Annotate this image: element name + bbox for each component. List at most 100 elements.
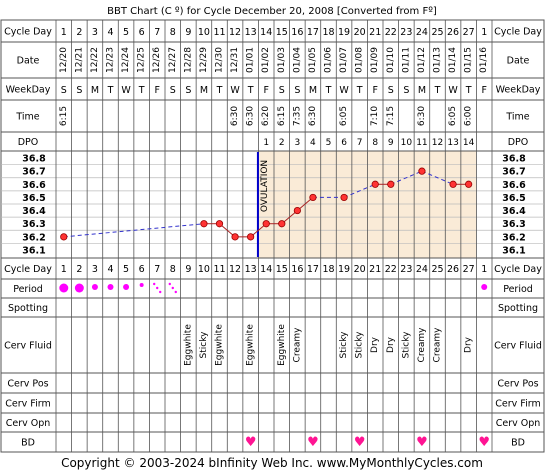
cerv-fluid-label: Eggwhite [277,324,287,366]
cycle-day-number: 13 [245,264,257,275]
date-label: 01/01 [246,47,256,73]
weekday-label: M [91,85,99,96]
temp-line-gap [421,170,454,185]
cycle-day-number: 1 [61,264,67,275]
cycle-day-number: 16 [291,264,303,275]
period-spot [156,286,159,290]
weekday-label: F [481,85,486,96]
weekday-label: T [247,85,254,96]
weekday-label: W [339,85,349,96]
cerv-fluid-label: Creamy [417,327,427,363]
weekday-label: F [154,85,159,96]
cycle-day-number: 7 [154,264,160,275]
cerv-fluid-label: Eggwhite [183,324,193,366]
row-label-cerv-pos: Cerv Pos [7,379,48,390]
cycle-day-number: 3 [92,264,98,275]
cycle-day-number: 9 [185,264,191,275]
cycle-day-number: 18 [322,27,334,38]
period-dot [91,284,98,290]
weekday-label: S [279,85,285,96]
time-label: 6:30 [246,106,256,126]
date-label: 12/22 [90,47,100,73]
cycle-day-number: 8 [170,27,176,38]
row-label-weekday: WeekDay [6,85,51,96]
time-label: 7:10 [370,106,380,126]
cycle-day-number: 24 [416,264,428,275]
row-label-spotting: Spotting [8,303,48,314]
cycle-day-number: 16 [291,27,303,38]
temp-point [231,233,239,241]
dpo-label: 13 [447,138,458,148]
y-tick-label: 36.2 [502,232,525,243]
weekday-label: W [230,85,240,96]
cycle-day-number: 10 [198,27,210,38]
cerv-fluid-label: Sticky [199,331,209,359]
time-label: 6:05 [339,106,349,126]
cycle-day-number: 14 [260,27,272,38]
date-label: 01/08 [355,47,365,73]
cerv-fluid-label: Sticky [355,331,365,359]
cerv-fluid-label: Creamy [292,327,302,363]
cycle-day-number: 13 [245,27,257,38]
period-spot [171,286,174,290]
cerv-fluid-label: Dry [370,336,380,353]
cycle-day-number: 25 [431,27,443,38]
weekday-label: T [356,85,363,96]
row-label-right-bd: BD [511,438,525,449]
period-dot [74,283,84,293]
cycle-day-number: 12 [229,264,241,275]
cerv-fluid-label: Sticky [401,331,411,359]
date-label: 01/10 [386,47,396,73]
period-spot [168,282,171,286]
row-label-cerv-firm: Cerv Firm [5,399,50,410]
row-label-period: Period [13,284,43,295]
row-label-right-period: Period [503,284,533,295]
date-label: 01/09 [370,47,380,73]
row-label-cerv-opn: Cerv Opn [6,418,51,429]
temp-point [200,220,208,228]
cycle-day-number: 17 [307,27,319,38]
cycle-day-number: 2 [76,27,82,38]
period-dot [139,283,144,287]
y-tick-label: 36.1 [22,246,45,257]
row-label-right-spotting: Spotting [498,303,538,314]
time-label: 6:30 [417,106,427,126]
date-label: 12/27 [168,47,178,73]
cycle-day-number: 6 [139,264,145,275]
date-label: 12/23 [106,47,116,73]
cycle-day-number: 1 [481,27,487,38]
temp-point [293,206,301,215]
row-label-right-cerv-pos: Cerv Pos [497,379,538,390]
weekday-label: F [372,85,377,96]
y-tick-label: 36.1 [502,246,525,257]
weekday-label: F [263,85,268,96]
dpo-label: 4 [310,138,316,148]
date-label: 12/21 [74,47,84,73]
cerv-fluid-label: Sticky [339,331,349,359]
bd-heart-icon: ♥ [416,435,428,450]
date-label: 01/16 [479,47,489,73]
date-label: 12/24 [121,47,131,73]
y-tick-label: 36.8 [502,154,526,165]
time-label: 7:35 [292,106,302,126]
cycle-day-number: 22 [385,264,397,275]
weekday-label: T [216,85,223,96]
y-tick-label: 36.4 [22,206,46,217]
weekday-label: S [403,85,409,96]
date-label: 12/30 [215,47,225,73]
date-label: 01/13 [433,47,443,73]
dpo-label: 2 [279,138,285,148]
cycle-day-number: 11 [213,264,225,275]
cycle-day-number: 5 [123,27,129,38]
cycle-day-number: 19 [338,264,350,275]
cycle-day-number: 27 [463,264,475,275]
cycle-day-number: 10 [198,264,210,275]
cycle-day-number: 1 [61,27,67,38]
cerv-fluid-label: Dry [386,336,396,353]
cycle-day-number: 9 [185,27,191,38]
temp-point [449,180,457,188]
date-label: 01/02 [261,47,271,73]
date-label: 01/06 [324,47,334,73]
weekday-label: T [107,85,114,96]
cycle-day-number: 2 [76,264,82,275]
